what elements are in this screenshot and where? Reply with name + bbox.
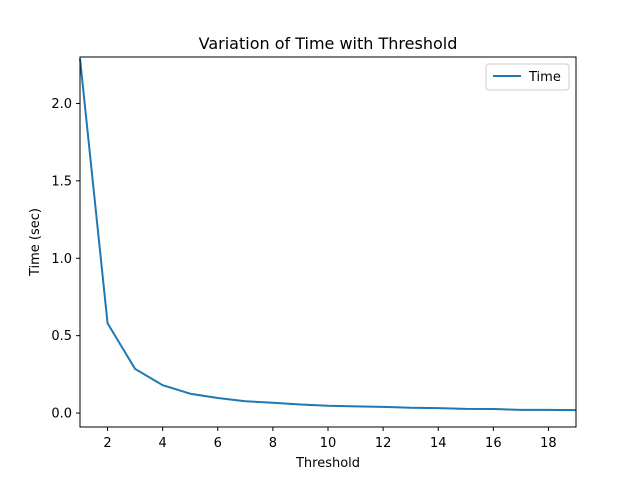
x-tick-label: 12	[375, 436, 392, 451]
x-tick-label: 4	[159, 436, 167, 451]
y-tick-label: 2.0	[51, 97, 72, 112]
axes-frame	[79, 56, 577, 428]
legend: Time	[485, 63, 570, 91]
legend-box	[485, 63, 570, 91]
x-tick-label: 8	[269, 436, 277, 451]
y-tick-label: 0.0	[51, 407, 72, 422]
y-axis-label: Time (sec)	[28, 208, 43, 277]
y-tick-label: 1.0	[51, 252, 72, 267]
y-axis-ticks: 0.0 0.5 1.0 1.5 2.0	[51, 97, 80, 422]
x-tick-label: 10	[320, 436, 337, 451]
x-tick-label: 2	[103, 436, 111, 451]
chart-title: Variation of Time with Threshold	[199, 34, 458, 53]
series-line-time	[79, 58, 577, 412]
y-tick-label: 1.5	[51, 174, 72, 189]
x-tick-label: 14	[430, 436, 447, 451]
legend-label-time: Time	[528, 70, 561, 85]
x-tick-label: 16	[485, 436, 502, 451]
series-layer	[79, 58, 577, 412]
y-tick-label: 0.5	[51, 329, 72, 344]
x-axis-ticks: 2 4 6 8 10 12 14 16 18	[103, 427, 557, 451]
x-tick-label: 18	[540, 436, 557, 451]
x-axis-label: Threshold	[295, 456, 360, 471]
x-tick-label: 6	[214, 436, 222, 451]
